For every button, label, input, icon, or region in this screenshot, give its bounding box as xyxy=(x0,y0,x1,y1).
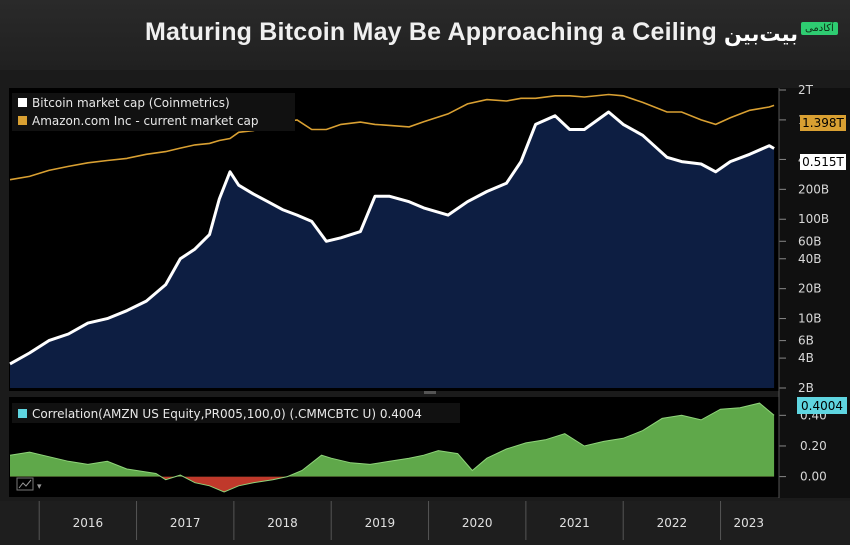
legend-corr: Correlation(AMZN US Equity,PR005,100,0) … xyxy=(32,407,422,421)
chart-area: 2T1T400B200B100B60B40B20B10B6B4B2B0.400.… xyxy=(0,83,850,545)
corr-series-layer xyxy=(9,402,775,493)
corr-value-badge xyxy=(797,397,847,414)
legend-swatch-amzn xyxy=(18,116,27,125)
y-tick-label: 4B xyxy=(798,351,814,365)
btc-series-line xyxy=(9,110,775,366)
legend-swatch-corr xyxy=(18,409,27,418)
amzn-series-line xyxy=(9,93,775,181)
corr-tick-label: 0.00 xyxy=(800,470,827,484)
btc-value-badge xyxy=(800,154,846,170)
y-tick-label: 40B xyxy=(798,252,822,266)
brand-logo: بیت‌بین آکادمی xyxy=(724,21,838,46)
y-tick-label: 20B xyxy=(798,282,822,296)
x-year-label: 2016 xyxy=(73,516,104,530)
chart-toggle-chevron[interactable]: ▾ xyxy=(37,482,42,492)
corr-legend-bg xyxy=(12,403,460,423)
chart-title: Maturing Bitcoin May Be Approaching a Ce… xyxy=(145,18,718,46)
amzn-value-badge xyxy=(800,115,846,131)
chart-toggle-glyph xyxy=(18,479,32,489)
y-tick-label: 100B xyxy=(798,212,829,226)
y-tick-label: 200B xyxy=(798,182,829,196)
x-year-label: 2019 xyxy=(365,516,396,530)
x-year-label: 2023 xyxy=(734,516,765,530)
main-series-layer xyxy=(9,93,775,388)
y-tick-label: 2B xyxy=(798,381,814,395)
logo-text: بیت‌بین xyxy=(724,22,799,46)
x-year-label: 2020 xyxy=(462,516,493,530)
legend-amzn: Amazon.com Inc - current market cap xyxy=(32,114,259,128)
logo-badge: آکادمی xyxy=(801,21,838,35)
corr-series-line xyxy=(9,402,775,493)
btc-area-fill xyxy=(10,112,775,388)
btc-value-label: 0.515T xyxy=(802,155,844,169)
chart-toggle-icon[interactable] xyxy=(16,477,34,491)
corr-tick-label: 0.20 xyxy=(800,439,827,453)
header-bar: Maturing Bitcoin May Be Approaching a Ce… xyxy=(0,0,850,70)
x-year-label: 2021 xyxy=(559,516,590,530)
legend-swatch-btc xyxy=(18,98,27,107)
corr-value-label: 0.4004 xyxy=(801,399,843,413)
y-tick-label: 2T xyxy=(798,83,814,97)
corr-area-negative xyxy=(160,476,288,492)
panel-divider xyxy=(424,391,436,394)
y-tick-label: 60B xyxy=(798,234,822,248)
x-axis-strip xyxy=(0,501,850,545)
amzn-value-label: 1.398T xyxy=(802,116,844,130)
y-tick-label: 10B xyxy=(798,312,822,326)
x-year-label: 2017 xyxy=(170,516,201,530)
y-tick-label: 6B xyxy=(798,334,814,348)
x-year-label: 2022 xyxy=(657,516,688,530)
legend-btc: Bitcoin market cap (Coinmetrics) xyxy=(32,96,230,110)
x-year-label: 2018 xyxy=(267,516,298,530)
legend-bg xyxy=(12,93,295,131)
corr-area-positive xyxy=(10,403,775,477)
